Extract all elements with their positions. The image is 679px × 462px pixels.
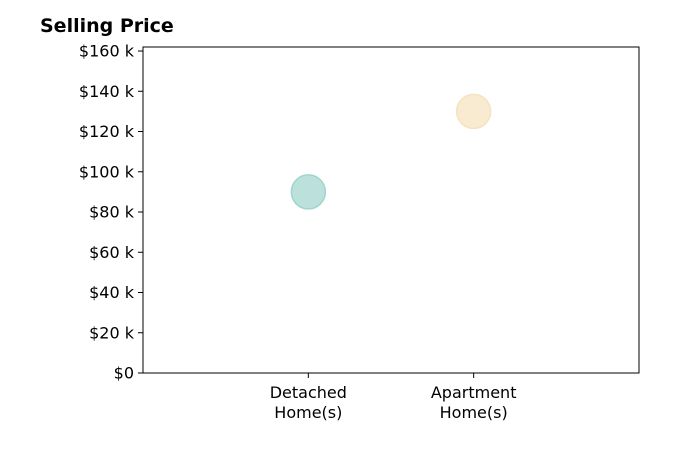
y-tick-label: $40 k [89, 283, 135, 302]
y-tick-label: $140 k [79, 82, 135, 101]
x-axis: Detached Home(s) Apartment Home(s) [270, 373, 517, 422]
data-points [290, 93, 492, 210]
data-point [455, 93, 492, 130]
y-tick-label: $160 k [79, 42, 135, 61]
y-tick-label: $100 k [79, 162, 135, 181]
y-tick-label: $20 k [89, 323, 135, 342]
y-tick-label: $120 k [79, 122, 135, 141]
y-tick-label: $60 k [89, 243, 135, 262]
y-tick-label: $80 k [89, 203, 135, 222]
y-tick-label: $0 [114, 364, 134, 383]
x-tick-label: Detached Home(s) [270, 383, 347, 422]
plot-frame [142, 46, 640, 374]
x-tick-label: Apartment Home(s) [431, 383, 517, 422]
y-axis: $0 $20 k $40 k $60 k $80 k $100 k $120 k $140 k… [79, 42, 143, 383]
data-point [290, 174, 327, 210]
chart-title: Selling Price [40, 15, 174, 37]
